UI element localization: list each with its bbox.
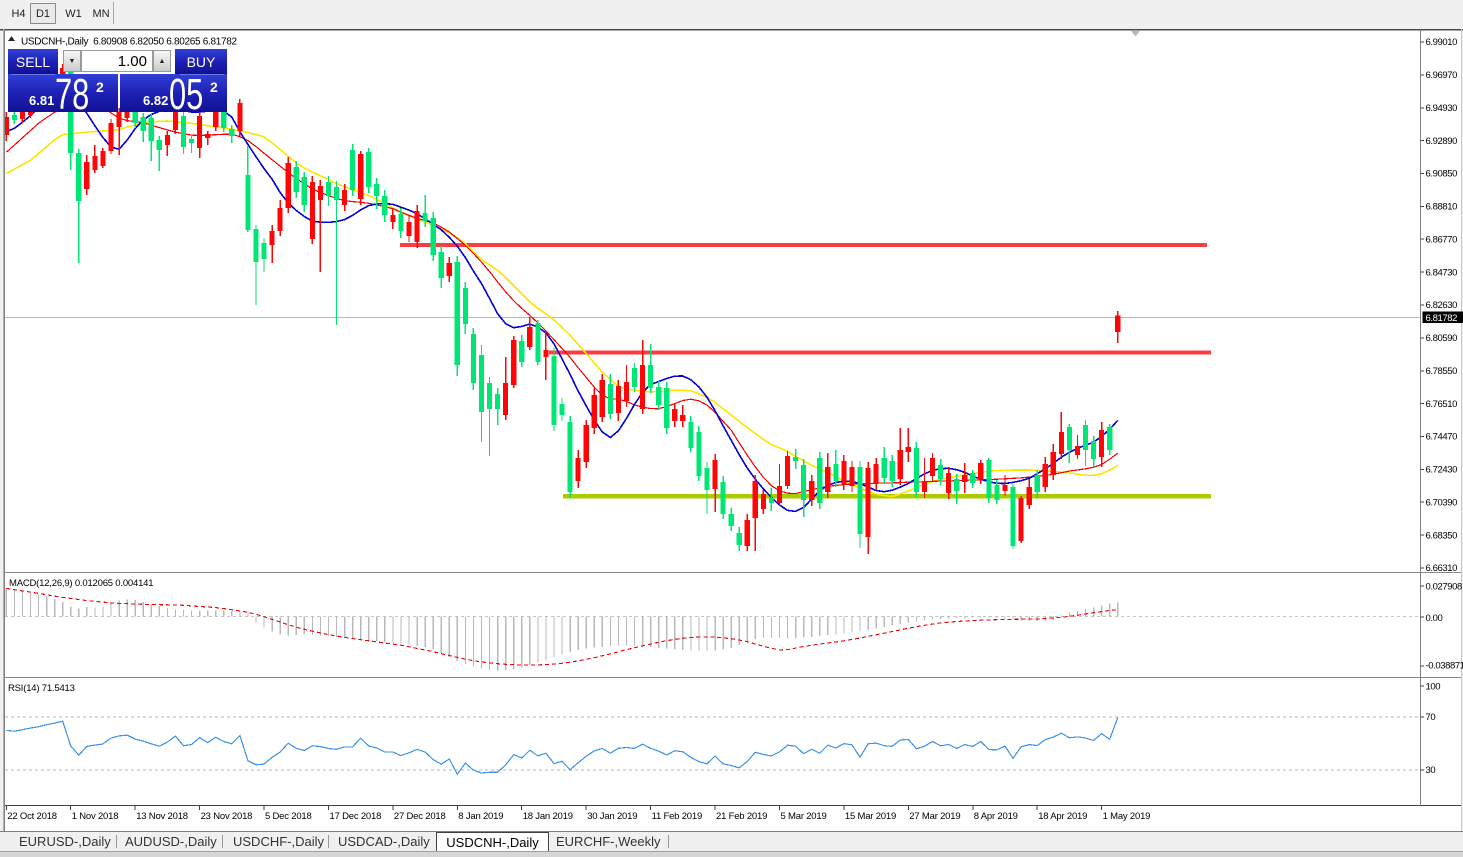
- svg-text:6.66310: 6.66310: [1426, 563, 1458, 574]
- svg-text:30: 30: [1426, 765, 1436, 776]
- svg-text:6.76510: 6.76510: [1426, 399, 1458, 410]
- svg-text:1 Nov 2018: 1 Nov 2018: [72, 811, 119, 822]
- svg-text:6.90850: 6.90850: [1426, 169, 1458, 180]
- svg-text:-0.038871: -0.038871: [1426, 661, 1463, 672]
- svg-text:30 Jan 2019: 30 Jan 2019: [587, 811, 637, 822]
- svg-text:27 Mar 2019: 27 Mar 2019: [909, 811, 960, 822]
- svg-text:11 Feb 2019: 11 Feb 2019: [652, 811, 702, 822]
- svg-text:RSI(14) 71.5413: RSI(14) 71.5413: [8, 683, 75, 694]
- svg-text:1 May 2019: 1 May 2019: [1103, 811, 1151, 822]
- svg-text:6.84730: 6.84730: [1426, 267, 1458, 278]
- svg-text:6.74470: 6.74470: [1426, 432, 1458, 443]
- svg-text:6.68350: 6.68350: [1426, 530, 1458, 541]
- svg-text:USDCNH-,Daily 6.80908 6.82050: USDCNH-,Daily 6.80908 6.82050 6.80265 6.…: [21, 37, 238, 48]
- svg-text:6.72430: 6.72430: [1426, 465, 1458, 476]
- svg-text:6.81782: 6.81782: [1426, 313, 1458, 324]
- svg-text:23 Nov 2018: 23 Nov 2018: [201, 811, 253, 822]
- svg-text:6.94930: 6.94930: [1426, 103, 1458, 114]
- svg-text:6.99010: 6.99010: [1426, 37, 1458, 48]
- svg-text:13 Nov 2018: 13 Nov 2018: [136, 811, 188, 822]
- svg-text:6.82630: 6.82630: [1426, 300, 1458, 311]
- svg-text:6.96970: 6.96970: [1426, 70, 1458, 81]
- svg-text:6.86770: 6.86770: [1426, 234, 1458, 245]
- svg-text:17 Dec 2018: 17 Dec 2018: [330, 811, 382, 822]
- svg-text:8 Jan 2019: 8 Jan 2019: [458, 811, 503, 822]
- svg-text:18 Apr 2019: 18 Apr 2019: [1038, 811, 1087, 822]
- svg-text:6.92890: 6.92890: [1426, 136, 1458, 147]
- svg-text:8 Apr 2019: 8 Apr 2019: [974, 811, 1018, 822]
- svg-text:MACD(12,26,9) 0.012065 0.00414: MACD(12,26,9) 0.012065 0.004141: [9, 578, 153, 589]
- svg-text:6.78550: 6.78550: [1426, 366, 1458, 377]
- svg-text:6.88810: 6.88810: [1426, 202, 1458, 213]
- svg-text:15 Mar 2019: 15 Mar 2019: [845, 811, 896, 822]
- svg-text:22 Oct 2018: 22 Oct 2018: [7, 811, 57, 822]
- svg-text:0.027908: 0.027908: [1426, 582, 1463, 593]
- svg-text:21 Feb 2019: 21 Feb 2019: [716, 811, 767, 822]
- svg-text:27 Dec 2018: 27 Dec 2018: [394, 811, 446, 822]
- svg-text:5 Dec 2018: 5 Dec 2018: [265, 811, 312, 822]
- svg-text:100: 100: [1426, 682, 1441, 693]
- svg-text:6.70390: 6.70390: [1426, 497, 1458, 508]
- svg-text:6.80590: 6.80590: [1426, 333, 1458, 344]
- svg-text:70: 70: [1426, 712, 1436, 723]
- svg-text:5 Mar 2019: 5 Mar 2019: [781, 811, 827, 822]
- svg-text:0.00: 0.00: [1426, 613, 1443, 624]
- svg-text:18 Jan 2019: 18 Jan 2019: [523, 811, 573, 822]
